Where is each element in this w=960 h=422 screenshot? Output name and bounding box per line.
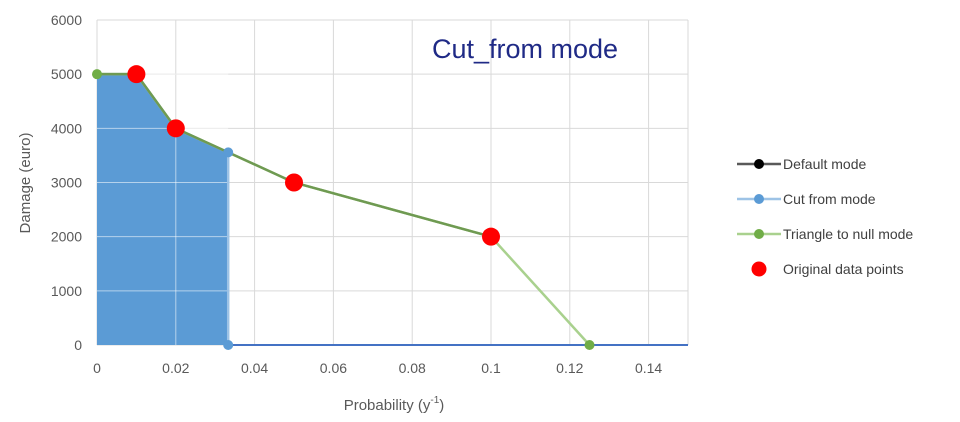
legend-label: Triangle to null mode (783, 226, 913, 242)
marker-cut-from-mode (223, 147, 234, 158)
marker-cut-from-mode (223, 340, 234, 350)
x-axis-title-suffix: ) (439, 397, 444, 414)
y-tick-label: 1000 (51, 283, 82, 299)
x-tick-label: 0.14 (635, 360, 662, 376)
marker-original-data-point (127, 65, 146, 84)
legend-swatch-marker (754, 229, 764, 239)
x-axis-title: Probability (y-1) (344, 395, 445, 414)
y-tick-labels: 0 1000 2000 3000 4000 5000 6000 (51, 12, 82, 353)
x-tick-label: 0.02 (162, 360, 189, 376)
x-tick-label: 0.1 (481, 360, 501, 376)
marker-original-data-point (482, 227, 500, 246)
marker-original-data-point (166, 119, 185, 138)
series-markers (92, 65, 595, 350)
y-tick-label: 3000 (51, 175, 82, 191)
y-axis-title: Damage (euro) (17, 133, 34, 234)
marker-triangle-to-null-mode (92, 69, 102, 80)
legend-label: Cut from mode (783, 191, 876, 207)
shaded-area (97, 74, 229, 346)
marker-triangle-to-null-mode (584, 340, 595, 350)
x-tick-label: 0.04 (241, 360, 268, 376)
legend-item: Default mode (737, 156, 866, 172)
x-axis-title-sup: -1 (430, 395, 439, 406)
legend-item: Original data points (751, 261, 904, 277)
legend-label: Default mode (783, 156, 866, 172)
legend-item: Cut from mode (737, 191, 876, 207)
y-tick-label: 5000 (51, 66, 82, 82)
legend: Default mode Cut from mode Triangle to nul… (737, 156, 913, 277)
legend-swatch-marker (754, 194, 764, 204)
x-tick-label: 0.08 (399, 360, 426, 376)
legend-item: Triangle to null mode (737, 226, 913, 242)
legend-swatch-marker (754, 159, 764, 169)
shaded-area-group (97, 73, 229, 346)
x-axis-title-main: Probability (y (344, 397, 431, 414)
y-tick-label: 0 (74, 337, 82, 353)
y-tick-label: 2000 (51, 229, 82, 245)
y-tick-label: 4000 (51, 120, 82, 136)
legend-label: Original data points (783, 261, 904, 277)
y-tick-label: 6000 (51, 12, 82, 28)
x-tick-label: 0.06 (320, 360, 347, 376)
legend-swatch-marker (751, 261, 767, 277)
chart-annotation: Cut_from mode (432, 34, 618, 64)
x-tick-label: 0.12 (556, 360, 583, 376)
x-tick-label: 0 (93, 360, 101, 376)
marker-original-data-point (285, 173, 303, 192)
x-tick-labels: 0 0.02 0.04 0.06 0.08 0.1 0.12 0.14 (93, 360, 662, 376)
